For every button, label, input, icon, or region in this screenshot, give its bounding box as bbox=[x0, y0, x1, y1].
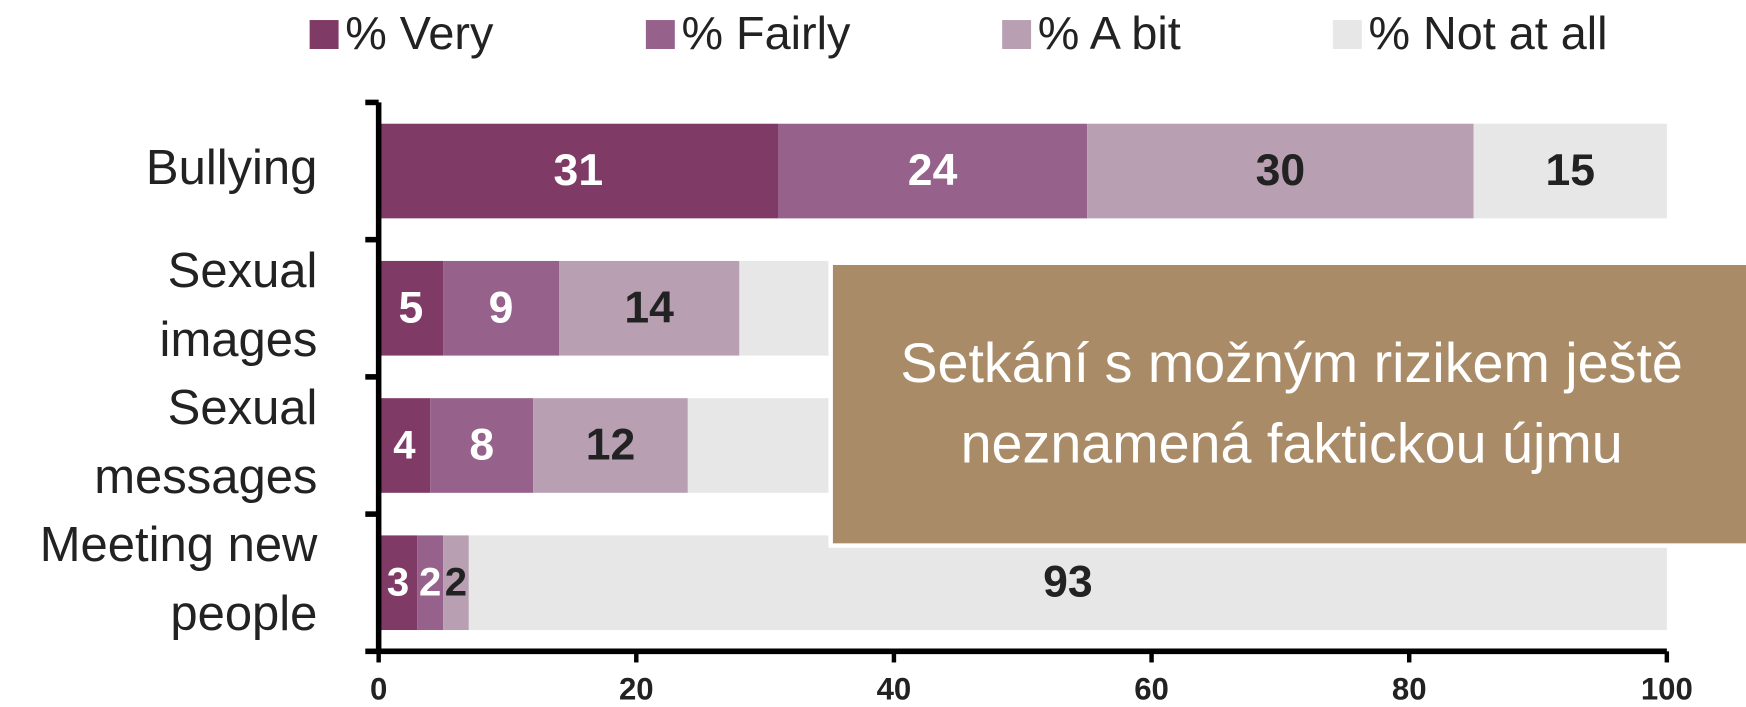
bar-value-label: 2 bbox=[419, 561, 441, 605]
y-tick-label-line: images bbox=[160, 313, 318, 367]
y-tick-label-line: Sexual bbox=[168, 381, 318, 435]
bar-segment bbox=[378, 260, 444, 356]
bar-value-label: 3 bbox=[387, 561, 409, 605]
bar-value-label: 15 bbox=[1545, 146, 1595, 195]
y-tick-label-line: Meeting new bbox=[40, 518, 318, 572]
annotation-text: Setkání s možným rizikem ještě bbox=[900, 332, 1683, 394]
bar-value-label: 5 bbox=[398, 283, 423, 332]
legend-swatch bbox=[309, 20, 339, 49]
bar-segment bbox=[559, 260, 740, 356]
legend-swatch bbox=[645, 20, 675, 49]
x-tick-label: 40 bbox=[877, 672, 912, 707]
legend-label: % Not at all bbox=[1368, 7, 1607, 59]
bar-segment bbox=[417, 535, 444, 631]
annotation-text: neznamená faktickou újmu bbox=[961, 412, 1623, 474]
bar-segment bbox=[430, 398, 534, 493]
bar-value-label: 31 bbox=[554, 146, 604, 195]
bar-value-label: 9 bbox=[489, 283, 514, 332]
y-tick-label-line: Sexual bbox=[168, 244, 318, 298]
bar-value-label: 2 bbox=[445, 561, 467, 605]
bar-segment bbox=[443, 535, 469, 631]
legend-label: % A bit bbox=[1038, 7, 1181, 59]
bar-value-label: 30 bbox=[1256, 146, 1306, 195]
bar-segment bbox=[443, 260, 560, 356]
y-tick-label: Sexual images bbox=[160, 244, 318, 367]
y-tick-label: Meeting new people bbox=[40, 518, 318, 641]
y-tick-label: Bullying bbox=[146, 141, 318, 195]
bar-segment bbox=[533, 398, 688, 493]
bar-value-label: 4 bbox=[393, 423, 416, 467]
bar-value-label: 93 bbox=[1043, 558, 1093, 607]
x-tick-label: 0 bbox=[370, 672, 387, 707]
legend-swatch bbox=[1332, 20, 1362, 49]
x-tick-label: 60 bbox=[1134, 672, 1169, 707]
x-tick-label: 100 bbox=[1641, 672, 1693, 707]
legend-label: % Fairly bbox=[681, 7, 850, 59]
bar-segment bbox=[378, 535, 418, 631]
bar-value-label: 12 bbox=[586, 420, 636, 469]
y-tick-label: Sexual messages bbox=[94, 381, 317, 504]
bar-segment bbox=[777, 123, 1088, 219]
x-tick-label: 20 bbox=[619, 672, 654, 707]
y-tick-label-line: people bbox=[170, 587, 317, 641]
bar-segment bbox=[378, 398, 431, 493]
bar-value-label: 14 bbox=[624, 283, 674, 332]
bar-value-label: 24 bbox=[908, 146, 958, 195]
y-tick-label-line: Bullying bbox=[146, 141, 318, 195]
legend-label: % Very bbox=[345, 7, 494, 59]
x-tick-label: 80 bbox=[1392, 672, 1427, 707]
y-tick-label-line: messages bbox=[94, 450, 317, 504]
legend-swatch bbox=[1002, 20, 1032, 49]
bar-segment bbox=[1473, 123, 1667, 219]
bar-segment bbox=[378, 123, 778, 219]
annotation-box bbox=[828, 260, 1746, 548]
bar-segment bbox=[1087, 123, 1474, 219]
bar-segment bbox=[468, 535, 1667, 631]
bar-value-label: 8 bbox=[469, 420, 494, 469]
